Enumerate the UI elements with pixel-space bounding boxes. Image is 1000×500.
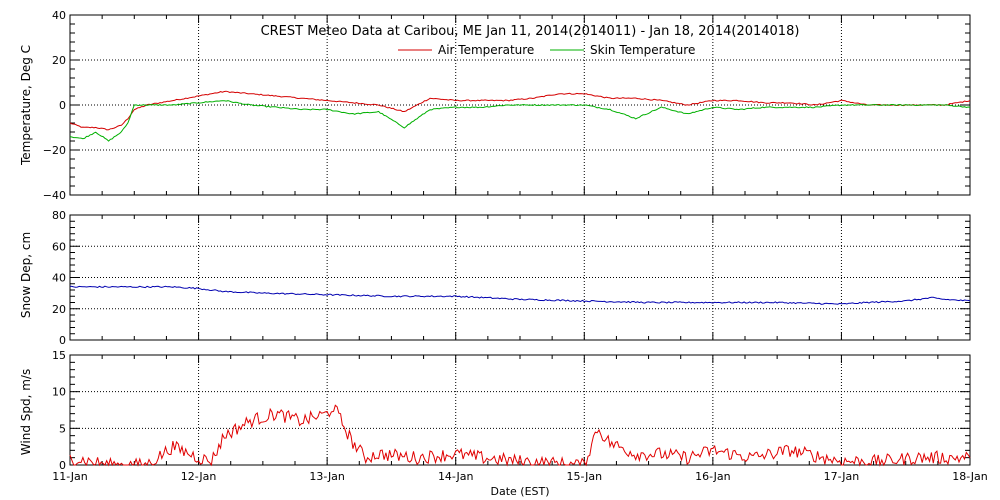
- snow-ytick-label: 60: [52, 240, 66, 253]
- chart-title: CREST Meteo Data at Caribou, ME Jan 11, …: [261, 24, 800, 39]
- legend-label-skin: Skin Temperature: [590, 43, 695, 57]
- snow-series-line-0: [69, 285, 971, 305]
- wind-ytick-label: 5: [59, 422, 66, 435]
- temperature-panel: 40 20 0 −20 −40: [43, 9, 971, 202]
- legend: Air Temperature Skin Temperature: [398, 43, 695, 57]
- temperature-ytick-label: 0: [59, 99, 66, 112]
- x-axis-label: Date (EST): [490, 485, 549, 498]
- temperature-ytick-label: −40: [43, 189, 66, 202]
- x-tick-label: 12-Jan: [181, 470, 217, 483]
- x-tick-label: 13-Jan: [309, 470, 345, 483]
- x-tick-label: 14-Jan: [438, 470, 474, 483]
- temperature-ytick-label: 40: [52, 9, 66, 22]
- temperature-ytick-label: −20: [43, 144, 66, 157]
- temperature-series-line-1: [69, 100, 971, 142]
- wind-series-line-0: [69, 404, 971, 467]
- snow-ytick-label: 80: [52, 209, 66, 222]
- wind-ytick-label: 10: [52, 386, 66, 399]
- wind-y-axis-label: Wind Spd, m/s: [19, 369, 33, 455]
- x-tick-label: 16-Jan: [695, 470, 731, 483]
- wind-ytick-label: 15: [52, 349, 66, 362]
- wind-ytick-label: 0: [59, 459, 66, 472]
- snow-depth-panel: 80 60 40 20 0: [52, 209, 971, 347]
- legend-label-air: Air Temperature: [438, 43, 534, 57]
- snow-ytick-label: 20: [52, 303, 66, 316]
- x-tick-label: 17-Jan: [824, 470, 860, 483]
- x-tick-label: 15-Jan: [567, 470, 603, 483]
- x-axis-tick-labels: 11-Jan 12-Jan 13-Jan 14-Jan 15-Jan 16-Jan 17-J…: [52, 470, 988, 483]
- snow-ytick-label: 0: [59, 334, 66, 347]
- temperature-y-axis-label: Temperature, Deg C: [19, 45, 33, 166]
- temperature-series-line-0: [69, 90, 971, 131]
- snow-y-axis-label: Snow Dep, cm: [19, 232, 33, 318]
- x-tick-label: 18-Jan: [952, 470, 988, 483]
- temperature-ytick-label: 20: [52, 54, 66, 67]
- wind-speed-panel: 15 10 5 0: [52, 349, 971, 472]
- snow-ytick-label: 40: [52, 272, 66, 285]
- x-tick-label: 11-Jan: [52, 470, 88, 483]
- wind-plot-frame: [69, 354, 971, 466]
